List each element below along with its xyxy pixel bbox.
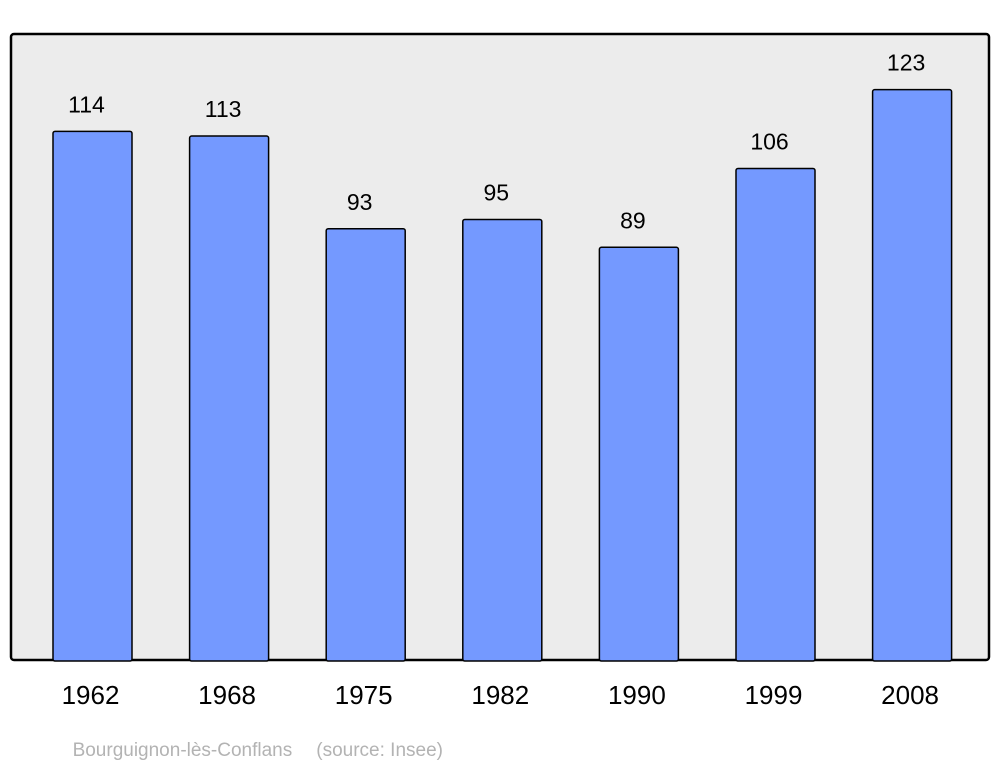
data-label: 113 xyxy=(205,96,242,122)
data-label: 123 xyxy=(887,50,925,76)
data-label: 106 xyxy=(750,128,788,154)
data-label: 89 xyxy=(620,207,646,233)
chart-footer: Bourguignon-lès-Conflans (source: Insee) xyxy=(62,718,443,762)
x-tick-label: 1975 xyxy=(335,680,393,710)
footer-place: Bourguignon-lès-Conflans xyxy=(72,740,293,761)
bar-2008 xyxy=(871,88,953,662)
bar-1999 xyxy=(735,167,816,662)
x-tick-label: 1982 xyxy=(471,680,529,710)
x-tick-label: 2008 xyxy=(881,680,939,710)
data-label: 95 xyxy=(484,179,510,205)
x-tick-label: 1999 xyxy=(745,680,803,710)
data-label: 114 xyxy=(68,91,105,117)
footer-source: (source: Insee) xyxy=(316,740,443,761)
bar-1990 xyxy=(598,246,680,662)
x-tick-label: 1962 xyxy=(62,680,120,710)
x-tick-label: 1990 xyxy=(608,680,666,710)
bar-1975 xyxy=(325,228,406,662)
x-tick-label: 1968 xyxy=(198,680,256,710)
data-label: 93 xyxy=(347,189,373,215)
bar-1982 xyxy=(462,218,543,662)
bar-1968 xyxy=(188,135,270,662)
bar-1962 xyxy=(52,130,133,662)
